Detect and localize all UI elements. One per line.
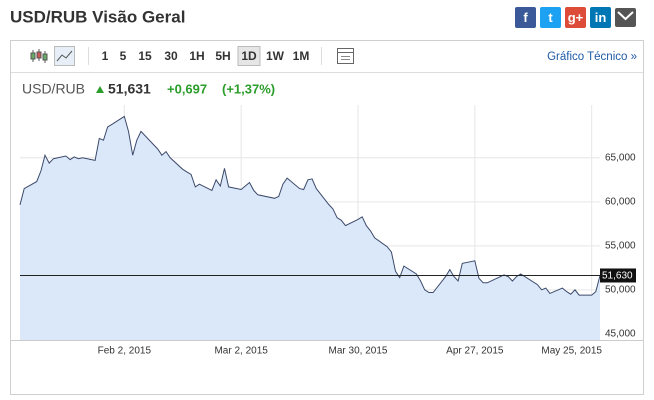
mail-glyph	[617, 11, 634, 21]
period-button[interactable]: 1	[102, 49, 109, 63]
social-icon[interactable]	[565, 7, 586, 28]
current-price-label: 51,630	[602, 271, 633, 282]
y-tick-label: 45,000	[605, 328, 636, 339]
y-tick-label: 60,000	[605, 196, 636, 207]
x-tick-label: Feb 2, 2015	[98, 346, 152, 357]
mail-icon[interactable]	[615, 8, 636, 27]
social-glyph: t	[548, 10, 553, 25]
period-button[interactable]: 15	[138, 49, 152, 63]
social-icon[interactable]	[590, 7, 611, 28]
area-fill	[20, 116, 600, 341]
period-button[interactable]: 1D	[241, 49, 257, 63]
candle-icon[interactable]	[30, 49, 48, 63]
up-arrow	[96, 86, 104, 93]
x-tick-label: Mar 2, 2015	[214, 346, 268, 357]
social-icon[interactable]	[515, 7, 536, 28]
y-tick-label: 55,000	[605, 240, 636, 251]
change-pct: (+1,37%)	[222, 81, 275, 96]
social-icon[interactable]	[540, 7, 561, 28]
panel	[10, 40, 644, 395]
period-button[interactable]: 1M	[293, 49, 310, 63]
social-glyph: g+	[568, 10, 584, 25]
period-button[interactable]: 30	[164, 49, 178, 63]
period-button[interactable]: 1W	[266, 49, 285, 63]
title: USD/RUB Visão Geral	[10, 7, 185, 26]
social-glyph: in	[595, 10, 607, 25]
symbol: USD/RUB	[22, 81, 85, 97]
y-tick-label: 50,000	[605, 284, 636, 295]
change: +0,697	[167, 81, 207, 96]
x-tick-label: Apr 27, 2015	[446, 346, 504, 357]
period-button[interactable]: 5H	[215, 49, 230, 63]
settings-icon[interactable]	[337, 48, 354, 64]
price: 51,631	[108, 81, 151, 97]
period-button[interactable]: 5	[120, 49, 127, 63]
social-glyph: f	[523, 10, 528, 25]
line-icon[interactable]	[54, 46, 75, 66]
x-tick-label: May 25, 2015	[541, 346, 602, 357]
current-price-box	[600, 268, 636, 283]
x-tick-label: Mar 30, 2015	[329, 346, 388, 357]
period-button[interactable]: 1H	[189, 49, 204, 63]
y-tick-label: 65,000	[605, 152, 636, 163]
technical-link[interactable]: Gráfico Técnico »	[547, 51, 637, 63]
period-selected	[237, 46, 261, 66]
price-line	[19, 115, 601, 296]
line-icon-glyph	[56, 50, 73, 62]
